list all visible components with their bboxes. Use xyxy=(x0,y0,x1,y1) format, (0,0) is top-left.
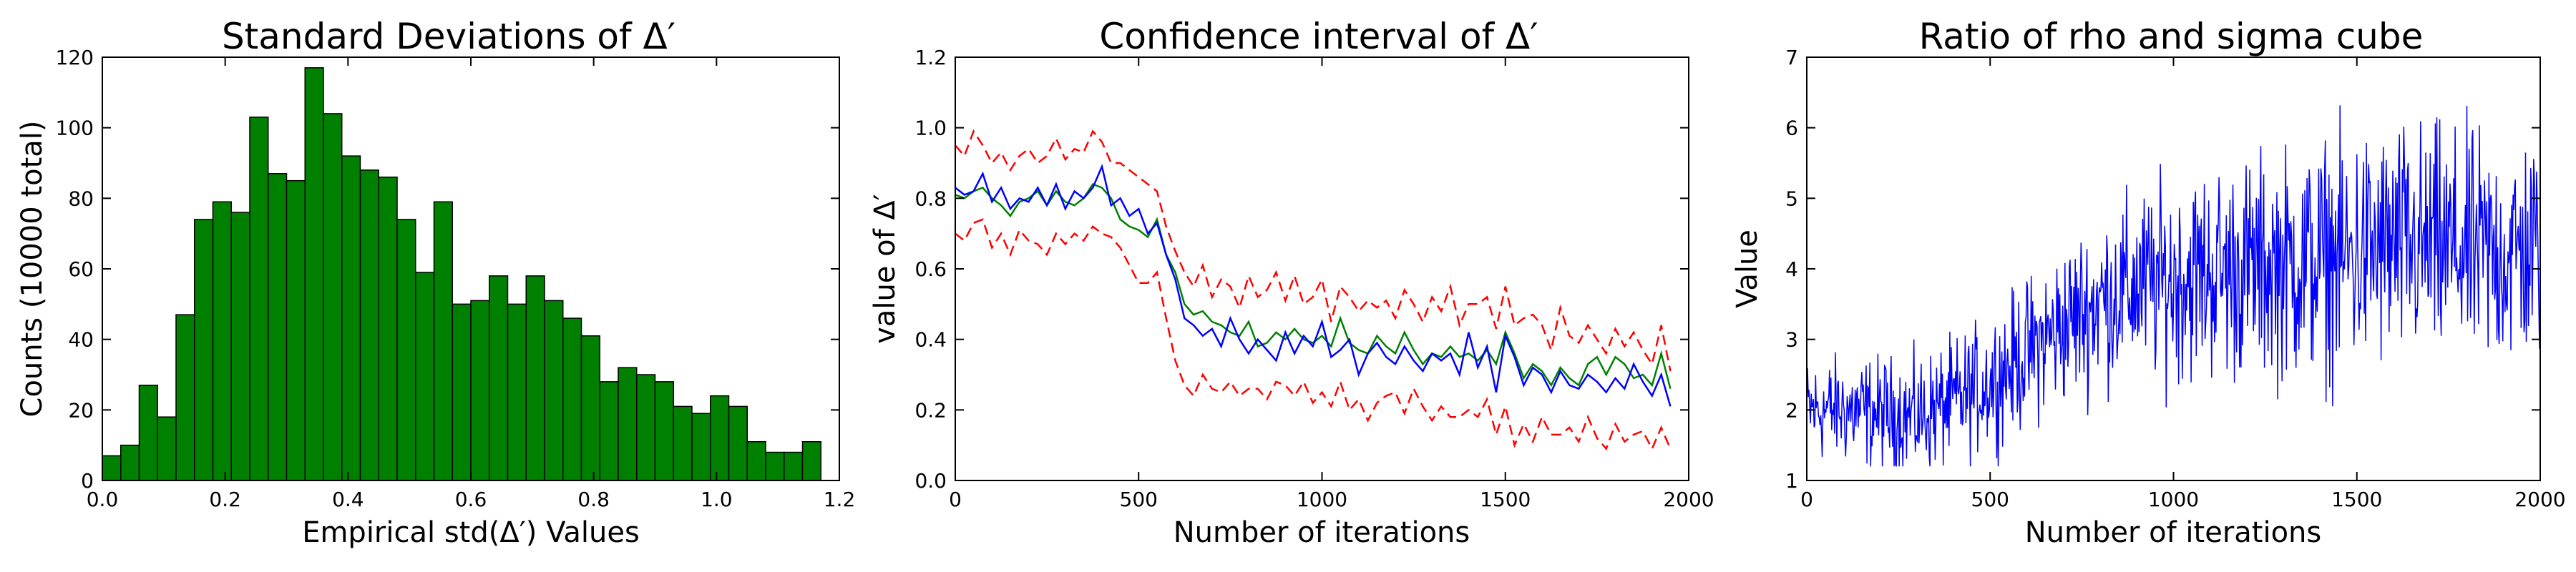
histogram-bar xyxy=(286,179,306,481)
histogram-bar xyxy=(765,451,785,481)
histogram-bar xyxy=(138,385,158,481)
histogram-bar xyxy=(102,455,122,481)
ratio-ytick-label: 4 xyxy=(1785,257,1798,281)
histogram-xtick-label: 0.4 xyxy=(332,488,364,511)
ratio-xtick-label: 500 xyxy=(1971,488,2009,511)
histogram-bar xyxy=(175,314,195,481)
ratio-ytick-label: 7 xyxy=(1785,46,1798,69)
histogram-bar xyxy=(728,405,748,481)
confidence-series-line xyxy=(955,218,1672,451)
ratio-xtick-label: 1000 xyxy=(2148,488,2199,511)
ratio-ytick-label: 5 xyxy=(1785,187,1798,210)
ratio-ylabel: Value xyxy=(1731,230,1764,308)
confidence-panel: Confidence interval of Δ′ 0 500 1000 1500 20… xyxy=(869,16,1714,549)
histogram-xtick-label: 0.6 xyxy=(455,488,487,511)
confidence-xtick-label: 2000 xyxy=(1663,488,1714,511)
histogram-bar xyxy=(120,444,140,481)
histogram-bar xyxy=(784,451,804,481)
histogram-ytick-label: 0 xyxy=(81,469,94,493)
histogram-bar xyxy=(249,117,269,481)
histogram-axes-frame xyxy=(102,56,840,481)
confidence-xtick-label: 1000 xyxy=(1297,488,1347,511)
confidence-series-line xyxy=(955,163,1672,407)
histogram-bar xyxy=(359,169,379,481)
ratio-title: Ratio of rho and sigma cube xyxy=(1919,16,2424,57)
ratio-xtick-label: 2000 xyxy=(2514,488,2565,511)
histogram-bar xyxy=(433,201,453,481)
histogram-ytick-label: 120 xyxy=(56,46,94,69)
histogram-bar xyxy=(562,317,582,481)
confidence-ytick-label: 1.2 xyxy=(914,46,947,69)
histogram-xtick-label: 0.2 xyxy=(209,488,241,511)
histogram-bar xyxy=(489,275,509,481)
ratio-ytick-label: 1 xyxy=(1785,469,1798,493)
histogram-bar xyxy=(452,303,472,481)
histogram-title: Standard Deviations of Δ′ xyxy=(222,16,675,57)
histogram-xtick-label: 0.0 xyxy=(87,488,119,511)
ratio-series-line xyxy=(1806,105,2541,467)
histogram-bar xyxy=(378,176,398,481)
histogram-bar xyxy=(415,272,435,481)
confidence-xtick-label: 0 xyxy=(949,488,962,511)
ratio-ytick-label: 2 xyxy=(1785,398,1798,422)
histogram-bar xyxy=(525,275,545,481)
histogram-bar xyxy=(507,303,527,481)
histogram-ytick-label: 80 xyxy=(68,187,94,210)
histogram-ytick-label: 100 xyxy=(56,117,94,140)
histogram-bar xyxy=(157,416,177,481)
histogram-bar xyxy=(710,395,730,481)
histogram-bar xyxy=(230,212,250,481)
histogram-ytick-label: 40 xyxy=(68,328,94,352)
histogram-bar xyxy=(618,367,638,481)
histogram-xtick-label: 1.2 xyxy=(824,488,856,511)
confidence-ytick-label: 0.0 xyxy=(914,469,947,493)
ratio-ytick-label: 3 xyxy=(1785,328,1798,352)
histogram-bar xyxy=(801,440,821,481)
histogram-bar xyxy=(599,381,619,481)
histogram-bar xyxy=(323,113,343,481)
histogram-bar xyxy=(654,381,674,481)
ratio-xtick-label: 1500 xyxy=(2331,488,2382,511)
histogram-ytick-label: 60 xyxy=(68,257,94,281)
confidence-series-line xyxy=(955,129,1672,372)
confidence-xlabel: Number of iterations xyxy=(1174,516,1470,549)
confidence-ytick-label: 0.6 xyxy=(914,257,947,281)
histogram-panel: Standard Deviations of Δ′ 0.0 0.2 0.4 0.6 0.… xyxy=(16,16,855,549)
confidence-ytick-label: 0.8 xyxy=(914,187,947,210)
histogram-ylabel: Counts (10000 total) xyxy=(16,121,49,418)
histogram-bar xyxy=(396,219,416,481)
histogram-xtick-label: 0.8 xyxy=(577,488,610,511)
confidence-ytick-label: 0.2 xyxy=(914,398,947,422)
ratio-xlabel: Number of iterations xyxy=(2025,516,2322,549)
histogram-bar xyxy=(268,173,288,481)
confidence-title: Confidence interval of Δ′ xyxy=(1099,16,1538,57)
confidence-series-line xyxy=(955,183,1672,390)
histogram-xlabel: Empirical std(Δ′) Values xyxy=(302,516,640,549)
histogram-bar xyxy=(691,413,711,481)
ratio-ytick-label: 6 xyxy=(1785,117,1798,140)
histogram-bar xyxy=(580,335,600,481)
confidence-axes-frame xyxy=(955,56,1689,481)
histogram-bar xyxy=(544,300,564,481)
histogram-xtick-label: 1.0 xyxy=(701,488,733,511)
ratio-panel: Ratio of rho and sigma cube 0 500 1000 1500… xyxy=(1731,16,2566,549)
ratio-xtick-label: 0 xyxy=(1800,488,1813,511)
histogram-bar xyxy=(746,440,766,481)
confidence-ylabel: value of Δ′ xyxy=(869,194,902,344)
confidence-ytick-label: 0.4 xyxy=(914,328,947,352)
histogram-bar xyxy=(636,374,656,481)
histogram-bar xyxy=(470,300,490,481)
confidence-xtick-label: 1500 xyxy=(1480,488,1531,511)
confidence-ytick-label: 1.0 xyxy=(914,117,947,140)
histogram-bar xyxy=(212,201,232,481)
histogram-bar xyxy=(673,405,693,481)
ratio-axes-frame xyxy=(1806,56,2541,481)
histogram-bar xyxy=(304,67,324,481)
confidence-xtick-label: 500 xyxy=(1120,488,1158,511)
histogram-bar xyxy=(194,219,214,481)
histogram-ytick-label: 20 xyxy=(68,398,94,422)
histogram-bar xyxy=(341,155,361,481)
